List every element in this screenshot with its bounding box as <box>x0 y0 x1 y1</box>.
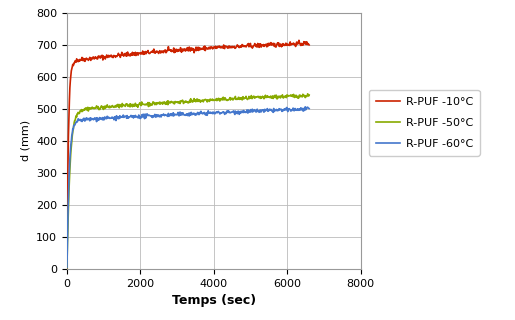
R-PUF -60°C <box>306 107 312 110</box>
R-PUF -50°C <box>64 266 70 270</box>
R-PUF -50°C <box>304 92 311 96</box>
R-PUF -50°C <box>300 93 306 97</box>
Line: R-PUF -60°C: R-PUF -60°C <box>67 107 309 268</box>
Legend: R-PUF -10°C, R-PUF -50°C, R-PUF -60°C: R-PUF -10°C, R-PUF -50°C, R-PUF -60°C <box>369 90 479 156</box>
R-PUF -60°C <box>179 113 185 117</box>
R-PUF -60°C <box>64 266 70 269</box>
R-PUF -10°C <box>64 266 70 270</box>
R-PUF -60°C <box>208 111 214 115</box>
R-PUF -60°C <box>195 111 201 115</box>
R-PUF -10°C <box>208 46 214 50</box>
R-PUF -10°C <box>195 45 201 49</box>
R-PUF -50°C <box>179 99 185 103</box>
R-PUF -60°C <box>262 109 268 113</box>
R-PUF -10°C <box>262 43 268 46</box>
R-PUF -50°C <box>208 98 214 101</box>
R-PUF -50°C <box>262 93 268 97</box>
R-PUF -50°C <box>306 93 312 97</box>
Y-axis label: d (mm): d (mm) <box>21 120 30 161</box>
R-PUF -50°C <box>180 101 186 105</box>
X-axis label: Temps (sec): Temps (sec) <box>171 294 256 307</box>
R-PUF -60°C <box>302 105 308 109</box>
R-PUF -50°C <box>195 98 201 102</box>
R-PUF -10°C <box>306 43 312 47</box>
R-PUF -10°C <box>301 40 307 44</box>
R-PUF -10°C <box>180 49 186 53</box>
R-PUF -60°C <box>180 113 186 116</box>
Line: R-PUF -10°C: R-PUF -10°C <box>67 40 309 268</box>
R-PUF -10°C <box>296 38 302 42</box>
R-PUF -60°C <box>300 109 306 113</box>
Line: R-PUF -50°C: R-PUF -50°C <box>67 94 309 268</box>
R-PUF -10°C <box>179 48 185 52</box>
